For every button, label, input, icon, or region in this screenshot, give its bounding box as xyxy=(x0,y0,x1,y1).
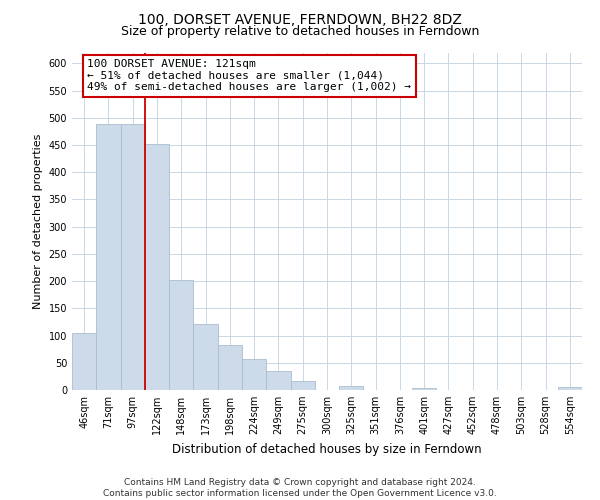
Bar xyxy=(558,388,582,390)
Bar xyxy=(218,345,242,390)
Bar xyxy=(242,359,266,390)
Bar xyxy=(169,280,193,390)
Bar xyxy=(266,371,290,390)
Text: 100, DORSET AVENUE, FERNDOWN, BH22 8DZ: 100, DORSET AVENUE, FERNDOWN, BH22 8DZ xyxy=(138,12,462,26)
Bar xyxy=(339,386,364,390)
Bar xyxy=(145,144,169,390)
Bar xyxy=(193,324,218,390)
Bar xyxy=(290,382,315,390)
Bar xyxy=(412,388,436,390)
Bar xyxy=(121,124,145,390)
X-axis label: Distribution of detached houses by size in Ferndown: Distribution of detached houses by size … xyxy=(172,442,482,456)
Text: Contains HM Land Registry data © Crown copyright and database right 2024.
Contai: Contains HM Land Registry data © Crown c… xyxy=(103,478,497,498)
Text: Size of property relative to detached houses in Ferndown: Size of property relative to detached ho… xyxy=(121,25,479,38)
Text: 100 DORSET AVENUE: 121sqm
← 51% of detached houses are smaller (1,044)
49% of se: 100 DORSET AVENUE: 121sqm ← 51% of detac… xyxy=(88,59,412,92)
Bar xyxy=(96,124,121,390)
Y-axis label: Number of detached properties: Number of detached properties xyxy=(33,134,43,309)
Bar xyxy=(72,333,96,390)
